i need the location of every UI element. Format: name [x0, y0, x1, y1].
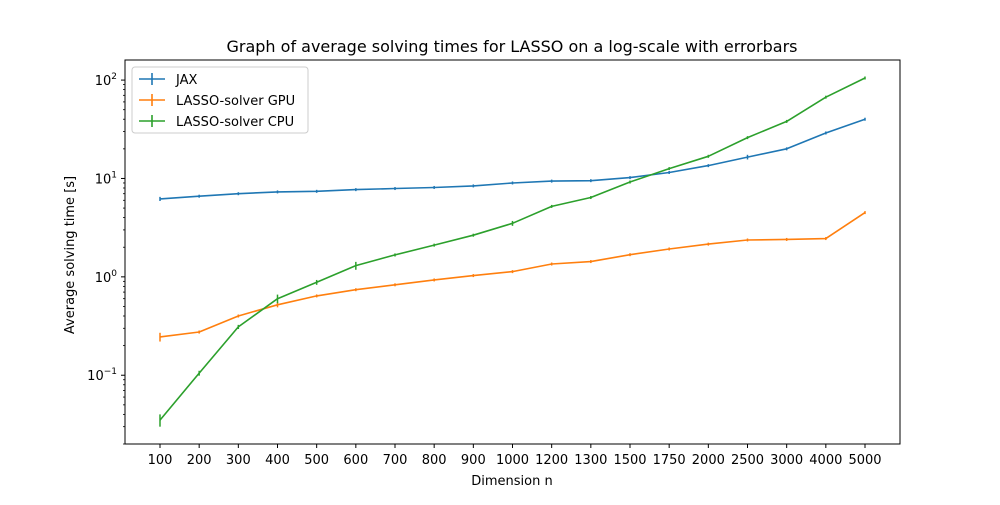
- x-tick-label: 1300: [574, 453, 607, 468]
- legend-label: LASSO-solver CPU: [176, 115, 294, 130]
- x-tick-label: 300: [226, 453, 251, 468]
- x-tick-label: 200: [187, 453, 212, 468]
- y-axis: 10−1 100 101 102: [87, 72, 125, 445]
- x-tick-label: 700: [383, 453, 408, 468]
- x-axis: 100 200 300 400 500 600 700 800 900 1000 1200 1300 1…: [148, 444, 882, 468]
- x-tick-label: 600: [343, 453, 368, 468]
- chart-title: Graph of average solving times for LASSO…: [226, 37, 797, 56]
- x-tick-label: 500: [304, 453, 329, 468]
- y-tick-label: 100: [95, 269, 118, 286]
- x-tick-label: 3000: [770, 453, 803, 468]
- legend-item: LASSO-solver CPU: [139, 115, 294, 130]
- legend-label: JAX: [175, 73, 197, 88]
- legend-label: LASSO-solver GPU: [176, 94, 295, 109]
- legend-box: [131, 66, 309, 134]
- x-tick-label: 2500: [731, 453, 764, 468]
- series-lasso-solver-cpu: [159, 76, 866, 427]
- y-axis-label: Average solving time [s]: [63, 176, 78, 334]
- x-tick-label: 800: [422, 453, 447, 468]
- x-tick-label: 1200: [535, 453, 568, 468]
- y-tick-label: 102: [95, 72, 117, 89]
- legend-item: JAX: [139, 73, 197, 88]
- x-axis-label: Dimension n: [471, 474, 552, 489]
- series-jax: [159, 117, 866, 202]
- x-tick-label: 2000: [692, 453, 725, 468]
- y-tick-label: 101: [95, 170, 117, 187]
- legend-item: LASSO-solver GPU: [139, 94, 295, 109]
- x-tick-label: 400: [265, 453, 290, 468]
- x-tick-label: 1500: [613, 453, 646, 468]
- x-tick-label: 4000: [809, 453, 842, 468]
- plot-area: [159, 76, 866, 427]
- x-tick-label: 5000: [848, 453, 881, 468]
- y-tick-label: 10−1: [87, 367, 117, 384]
- x-tick-label: 1000: [496, 453, 529, 468]
- series-line: [159, 211, 866, 338]
- series-lasso-solver-gpu: [159, 211, 866, 342]
- legend: JAX LASSO-solver GPU LASSO-solver CPU: [131, 66, 309, 134]
- x-tick-label: 100: [148, 453, 173, 468]
- x-tick-label: 1750: [653, 453, 686, 468]
- x-tick-label: 900: [461, 453, 486, 468]
